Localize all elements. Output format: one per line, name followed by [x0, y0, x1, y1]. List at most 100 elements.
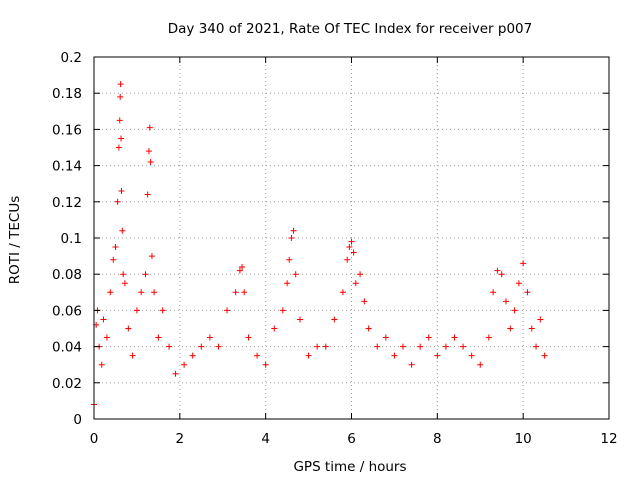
y-tick-label: 0.02 — [52, 376, 82, 392]
data-point — [118, 187, 125, 194]
data-point — [116, 117, 123, 124]
data-point — [98, 361, 105, 368]
data-points — [91, 81, 548, 408]
data-point — [146, 124, 153, 131]
data-point — [541, 352, 548, 359]
y-tick-label: 0.16 — [52, 122, 82, 138]
data-point — [147, 158, 154, 165]
data-point — [352, 280, 359, 287]
data-point — [400, 343, 406, 350]
y-tick-label: 0.08 — [52, 267, 82, 283]
data-point — [107, 289, 114, 296]
data-point — [142, 271, 149, 278]
data-point — [515, 280, 522, 287]
data-point — [339, 289, 346, 296]
data-point — [485, 334, 492, 341]
data-point — [110, 256, 117, 263]
x-tick-label: 6 — [347, 431, 356, 447]
data-point — [322, 343, 329, 350]
x-tick-label: 12 — [600, 431, 617, 447]
data-point — [460, 343, 467, 350]
data-point — [148, 253, 155, 260]
data-point — [477, 361, 484, 368]
grid-lines — [94, 57, 609, 419]
x-axis-label: GPS time / hours — [293, 459, 406, 475]
data-point — [391, 352, 398, 359]
data-point — [297, 316, 303, 323]
data-point — [181, 361, 188, 368]
x-tick-label: 8 — [433, 431, 442, 447]
data-point — [490, 289, 497, 296]
y-tick-label: 0 — [73, 412, 82, 428]
y-tick-label: 0.12 — [52, 195, 82, 211]
data-point — [408, 361, 415, 368]
data-point — [120, 271, 127, 278]
data-point — [286, 256, 293, 263]
data-point — [155, 334, 162, 341]
data-point — [350, 249, 357, 256]
data-point — [284, 280, 291, 287]
data-point — [254, 352, 261, 359]
y-tick-label: 0.14 — [52, 159, 82, 175]
data-point — [125, 325, 132, 332]
data-point — [103, 334, 110, 341]
data-point — [292, 271, 299, 278]
data-point — [537, 316, 544, 323]
data-point — [114, 198, 121, 205]
data-point — [144, 191, 151, 198]
data-point — [365, 325, 372, 332]
x-tick-label: 10 — [515, 431, 532, 447]
data-point — [112, 244, 119, 251]
y-axis-label: ROTI / TECUs — [7, 196, 23, 284]
axis-ticks: 0 2 4 6 8 10 12 0 0.02 0.04 0.06 0.08 0.1 0.12 0.14 0.1… — [52, 50, 618, 447]
data-point — [434, 352, 441, 359]
data-point — [121, 280, 128, 287]
data-point — [241, 289, 248, 296]
data-point — [524, 289, 531, 296]
data-point — [151, 289, 158, 296]
data-point — [331, 316, 338, 323]
data-point — [528, 325, 535, 332]
data-point — [118, 135, 125, 142]
data-point — [129, 352, 136, 359]
data-point — [357, 271, 364, 278]
data-point — [417, 343, 424, 350]
data-point — [344, 256, 351, 263]
y-tick-label: 0.04 — [52, 340, 82, 356]
data-point — [498, 271, 505, 278]
data-point — [215, 343, 222, 350]
data-point — [314, 343, 321, 350]
data-point — [290, 227, 297, 234]
data-point — [100, 316, 107, 323]
data-point — [425, 334, 432, 341]
data-point — [305, 352, 312, 359]
data-point — [262, 361, 269, 368]
x-tick-label: 0 — [90, 431, 99, 447]
data-point — [348, 238, 355, 245]
data-point — [245, 334, 252, 341]
data-point — [236, 267, 243, 274]
data-point — [206, 334, 213, 341]
data-point — [361, 298, 368, 305]
data-point — [346, 244, 353, 251]
data-point — [288, 235, 295, 241]
data-point — [374, 343, 381, 350]
chart-title: Day 340 of 2021, Rate Of TEC Index for r… — [168, 21, 532, 37]
y-tick-label: 0.06 — [52, 303, 82, 319]
data-point — [189, 352, 196, 359]
data-point — [511, 307, 518, 314]
data-point — [115, 144, 122, 151]
data-point — [117, 93, 124, 100]
x-tick-label: 4 — [261, 431, 270, 447]
data-point — [503, 298, 509, 305]
data-point — [451, 334, 458, 341]
data-point — [494, 267, 501, 274]
data-point — [138, 289, 145, 296]
data-point — [239, 263, 246, 270]
data-point — [133, 307, 140, 314]
data-point — [271, 325, 278, 332]
data-point — [279, 307, 286, 314]
y-tick-label: 0.1 — [61, 231, 82, 247]
data-point — [468, 352, 475, 359]
